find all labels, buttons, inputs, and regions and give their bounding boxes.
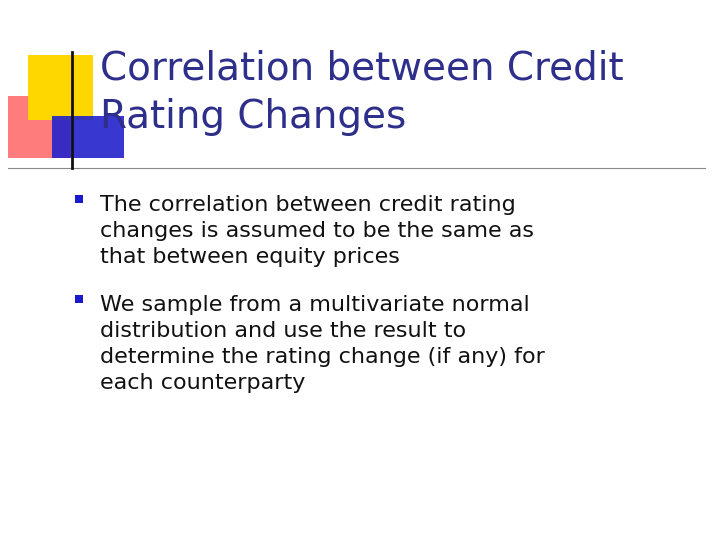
- Bar: [75, 195, 83, 203]
- Bar: [8, 96, 70, 158]
- Text: that between equity prices: that between equity prices: [100, 247, 400, 267]
- Text: distribution and use the result to: distribution and use the result to: [100, 321, 466, 341]
- Text: Correlation between Credit: Correlation between Credit: [100, 50, 624, 88]
- Text: each counterparty: each counterparty: [100, 373, 305, 393]
- Bar: [28, 55, 93, 120]
- Bar: [75, 295, 83, 303]
- Text: changes is assumed to be the same as: changes is assumed to be the same as: [100, 221, 534, 241]
- Text: Rating Changes: Rating Changes: [100, 98, 406, 136]
- Text: We sample from a multivariate normal: We sample from a multivariate normal: [100, 295, 530, 315]
- Text: The correlation between credit rating: The correlation between credit rating: [100, 195, 516, 215]
- Text: determine the rating change (if any) for: determine the rating change (if any) for: [100, 347, 545, 367]
- Bar: [52, 116, 124, 158]
